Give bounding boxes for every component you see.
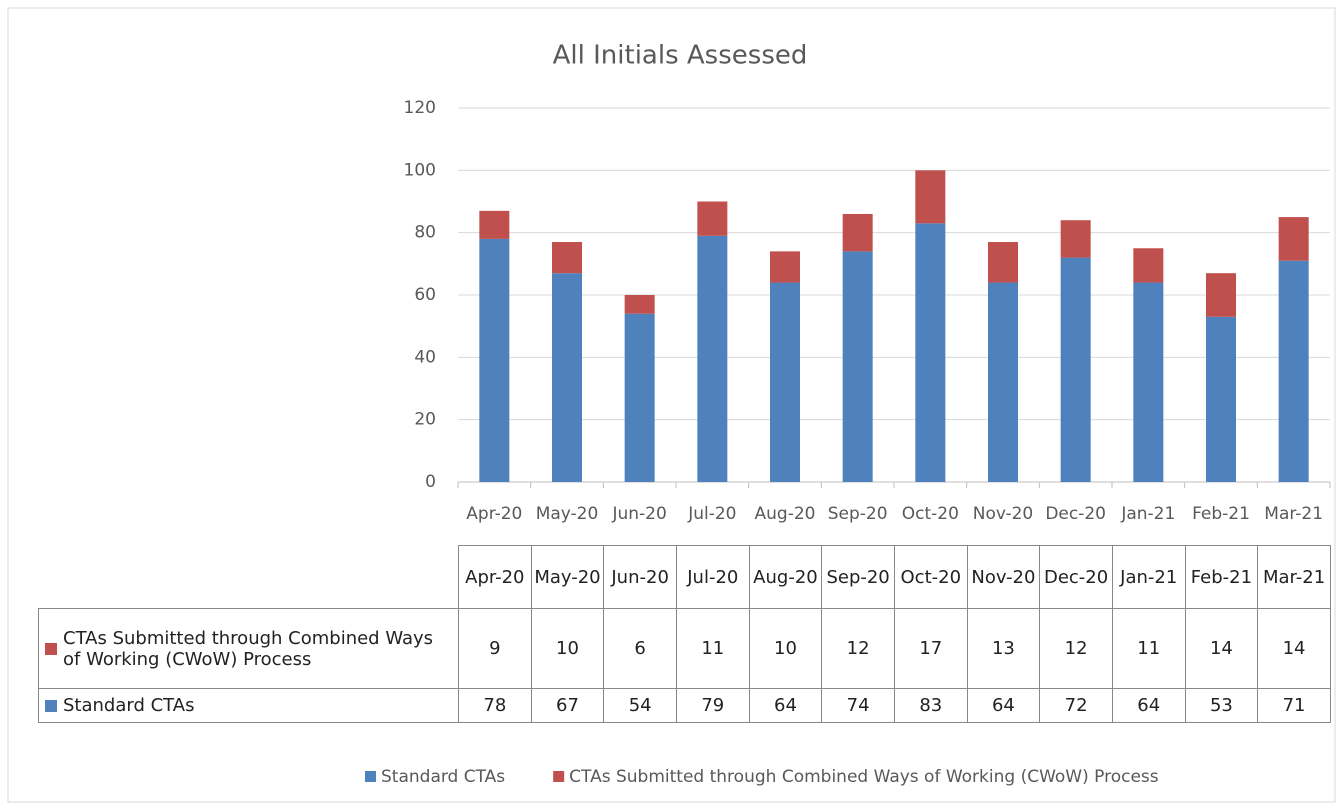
y-tick-label: 40 [414,347,436,367]
table-header-cell: Oct-20 [893,545,968,609]
bar-segment [842,251,873,482]
y-tick-label: 120 [404,98,436,118]
bar-segment [1133,282,1164,482]
table-value: 12 [821,608,895,689]
x-tick-label: Nov-20 [973,504,1034,524]
bar-segment [697,201,728,236]
row-label-text: CTAs Submitted through Combined Ways of … [63,627,434,670]
table-value: 64 [748,688,823,723]
table-header-cell: Sep-20 [821,545,895,609]
table-value: 14 [1184,608,1259,689]
row-swatch [45,642,57,655]
table-value: 72 [1039,688,1113,723]
table-header-cell: Nov-20 [966,545,1041,609]
table-row-label: Standard CTAs [38,688,459,723]
y-tick-label: 60 [414,285,436,305]
x-tick-label: Aug-20 [755,504,816,524]
y-tick-label: 80 [414,223,436,243]
table-header-cell: Aug-20 [748,545,823,609]
table-header-cell: May-20 [530,545,605,609]
table-value: 78 [458,688,532,723]
table-value: 83 [893,688,968,723]
bar-segment [1133,248,1164,283]
bar-segment [552,242,582,274]
bar-segment [479,238,510,482]
bar-segment [988,282,1018,482]
table-header-cell: Jul-20 [675,545,750,609]
y-tick-label: 100 [404,160,436,180]
table-value: 11 [675,608,750,689]
x-tick-label: Jul-20 [687,504,736,524]
bar-segment [1278,260,1309,482]
table-value: 64 [966,688,1041,723]
x-tick-label: Jan-21 [1120,504,1175,524]
bar-segment [1206,273,1236,317]
legend-label: CTAs Submitted through Combined Ways of … [569,767,1159,787]
table-header-cell: Dec-20 [1039,545,1113,609]
row-label-wrap: CTAs Submitted through Combined Ways of … [45,628,456,670]
table-header-cell: Feb-21 [1184,545,1259,609]
row-label-text: Standard CTAs [63,695,195,716]
table-header-cell: Mar-21 [1257,545,1331,609]
bar-segment [770,282,800,482]
table-value: 10 [530,608,605,689]
x-tick-label: Dec-20 [1045,504,1106,524]
table-row-label: CTAs Submitted through Combined Ways of … [38,608,459,689]
table-value: 10 [748,608,823,689]
bar-segment [1278,217,1309,261]
bar-segment [842,213,873,252]
table-value: 64 [1111,688,1186,723]
bar-segment [1060,220,1091,258]
x-tick-label: Sep-20 [828,504,888,524]
bar-segment [697,235,728,482]
y-tick-label: 20 [414,410,436,430]
table-value: 12 [1039,608,1113,689]
bar-segment [770,251,800,283]
legend-swatch [365,771,376,782]
bar-segment [552,273,582,482]
table-row: Standard CTAs 78 67 54 79 64 74 83 64 72 64 53 71 [38,688,1331,723]
bar-segment [1060,257,1091,482]
legend-label: Standard CTAs [381,767,505,787]
x-tick-label: Oct-20 [902,504,959,524]
table-value: 9 [458,608,532,689]
x-tick-label: Apr-20 [466,504,522,524]
chart-title: All Initials Assessed [553,41,808,71]
table-value: 14 [1257,608,1331,689]
row-swatch [45,699,57,712]
table-header-cell: Jun-20 [603,545,677,609]
bar-segment [479,210,510,239]
x-tick-label: Feb-21 [1192,504,1250,524]
table-value: 17 [893,608,968,689]
data-table: Apr-20 May-20 Jun-20 Jul-20 Aug-20 Sep-20 Oct-… [38,545,1331,723]
bar-segment [624,295,655,314]
table-value: 71 [1257,688,1331,723]
table-value: 6 [603,608,677,689]
x-tick-label: Jun-20 [611,504,666,524]
table-value: 74 [821,688,895,723]
table-header-row: Apr-20 May-20 Jun-20 Jul-20 Aug-20 Sep-20 Oct-… [38,545,1331,609]
bar-segment [1206,316,1236,482]
y-tick-label: 0 [425,472,436,492]
table-value: 13 [966,608,1041,689]
table-header-cell: Apr-20 [458,545,532,609]
x-tick-label: May-20 [536,504,599,524]
legend-swatch [553,771,565,782]
bar-segment [915,170,946,224]
table-value: 11 [1111,608,1186,689]
table-corner [38,545,459,609]
table-value: 79 [675,688,750,723]
table-value: 54 [603,688,677,723]
table-value: 53 [1184,688,1259,723]
bar-segment [624,313,655,482]
row-label-wrap: Standard CTAs [45,695,456,716]
bar-segment [988,242,1018,283]
x-tick-label: Mar-21 [1264,504,1323,524]
table-row: CTAs Submitted through Combined Ways of … [38,608,1331,689]
table-header-cell: Jan-21 [1111,545,1186,609]
table-value: 67 [530,688,605,723]
bar-segment [915,223,946,483]
